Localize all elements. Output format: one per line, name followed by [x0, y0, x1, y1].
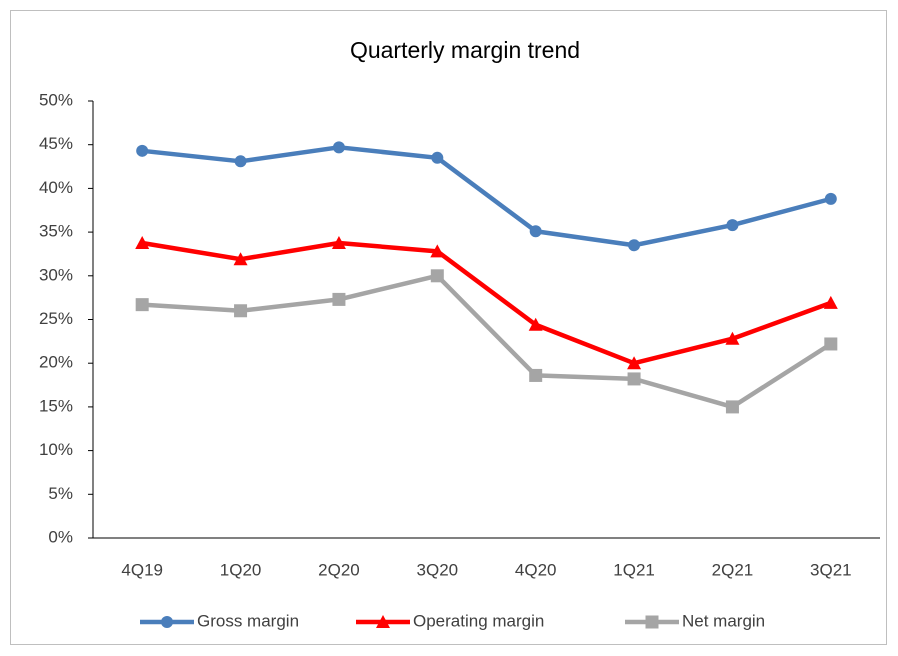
legend-marker: [376, 615, 390, 628]
data-point: [725, 400, 739, 414]
y-tick-label: 20%: [39, 353, 73, 372]
data-point: [529, 368, 543, 382]
legend-label: Net margin: [682, 611, 765, 630]
chart-title: Quarterly margin trend: [350, 37, 580, 63]
y-tick-label: 0%: [48, 527, 73, 546]
data-point: [332, 292, 346, 306]
y-tick-label: 15%: [39, 396, 73, 415]
y-tick-label: 45%: [39, 134, 73, 153]
data-point: [823, 295, 838, 309]
data-point: [725, 331, 740, 345]
x-tick-label: 4Q20: [515, 560, 557, 579]
y-tick-label: 35%: [39, 222, 73, 241]
data-point: [430, 244, 445, 258]
data-point: [628, 239, 641, 252]
data-point: [431, 151, 444, 164]
x-tick-label: 2Q21: [712, 560, 754, 579]
data-point: [332, 141, 345, 154]
data-point: [824, 192, 837, 205]
series-line: [142, 273, 833, 410]
data-point: [234, 304, 248, 318]
x-tick-label: 2Q20: [318, 560, 360, 579]
data-point: [627, 356, 642, 370]
series-line: [141, 145, 832, 248]
legend-marker: [645, 615, 659, 629]
data-point: [726, 219, 739, 232]
data-point: [627, 372, 641, 386]
legend-label: Operating margin: [413, 611, 544, 630]
legend-marker: [161, 616, 173, 628]
y-tick-label: 10%: [39, 440, 73, 459]
data-point: [529, 225, 542, 238]
data-point: [234, 155, 247, 168]
y-tick-label: 40%: [39, 178, 73, 197]
data-point: [430, 269, 444, 283]
y-tick-label: 50%: [39, 90, 73, 109]
data-point: [135, 236, 150, 250]
data-point: [135, 298, 149, 312]
series-line: [141, 240, 832, 366]
legend-label: Gross margin: [197, 611, 299, 630]
data-point: [331, 236, 346, 250]
y-tick-label: 25%: [39, 309, 73, 328]
x-tick-label: 3Q20: [417, 560, 459, 579]
data-point: [233, 252, 248, 266]
chart-frame: [10, 10, 887, 645]
x-tick-label: 4Q19: [121, 560, 163, 579]
data-point: [824, 337, 838, 351]
data-point: [136, 144, 149, 157]
x-tick-label: 3Q21: [810, 560, 852, 579]
x-tick-label: 1Q21: [613, 560, 655, 579]
data-point: [528, 317, 543, 331]
y-tick-label: 5%: [48, 484, 73, 503]
x-tick-label: 1Q20: [220, 560, 262, 579]
y-tick-label: 30%: [39, 265, 73, 284]
